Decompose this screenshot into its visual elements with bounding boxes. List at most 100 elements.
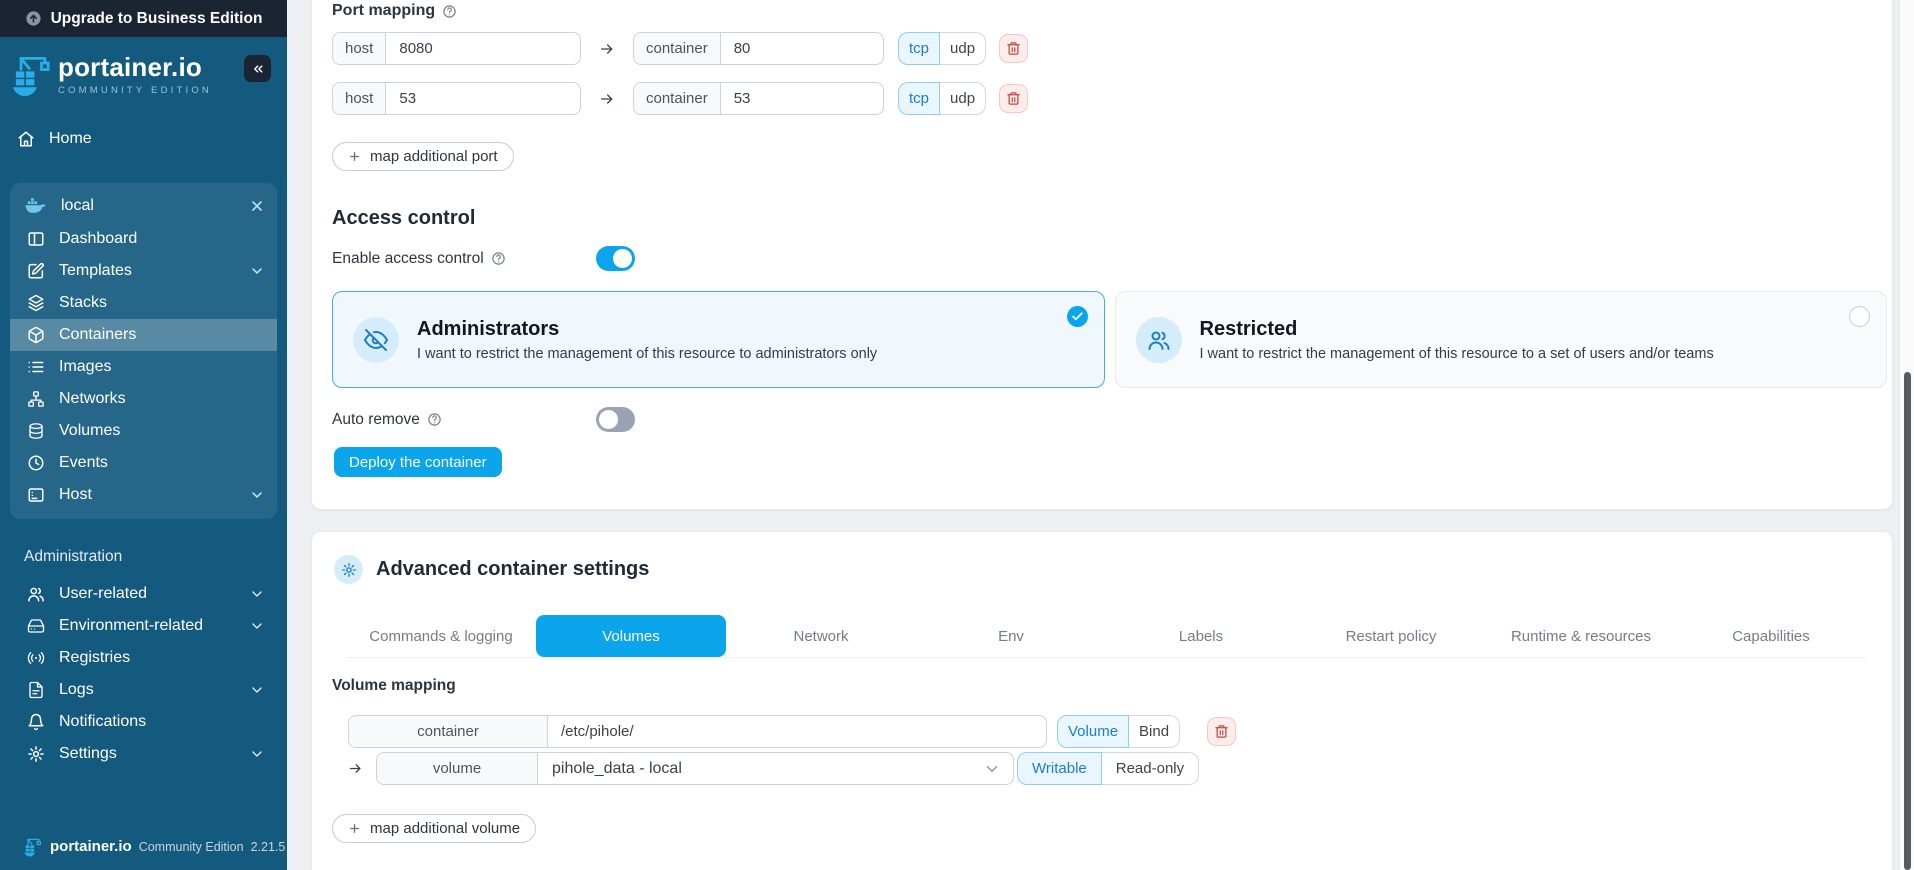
radio-selected-icon[interactable]	[1066, 306, 1088, 327]
chevron-down-icon	[249, 682, 265, 698]
sidebar-item-label: Logs	[59, 681, 94, 698]
auto-remove-label: Auto remove	[332, 410, 420, 428]
help-icon[interactable]	[442, 4, 457, 19]
host-port-input[interactable]: 8080	[399, 40, 433, 57]
port-mapping-row: host 8080 container 80 tcp udp	[332, 32, 1892, 65]
volume-access-writable[interactable]: Writable	[1017, 752, 1102, 785]
remove-port-button[interactable]	[999, 34, 1029, 63]
volume-select-group: volume pihole_data - local	[376, 752, 1014, 785]
sidebar-item-images[interactable]: Images	[10, 351, 277, 383]
tab-commands-logging[interactable]: Commands & logging	[369, 627, 513, 645]
sidebar-item-label: Templates	[59, 262, 132, 279]
sidebar-item-label: User-related	[59, 585, 148, 602]
environment-nav: Dashboard Templates Stacks Containers Images…	[10, 223, 277, 511]
help-icon[interactable]	[491, 251, 506, 266]
volume-type-volume[interactable]: Volume	[1057, 715, 1130, 748]
scrollbar-thumb[interactable]	[1904, 372, 1911, 870]
chevron-down-icon	[249, 618, 265, 634]
volume-select[interactable]: pihole_data - local	[538, 753, 1013, 784]
sidebar-item-label: Host	[59, 486, 92, 503]
containers-icon	[27, 326, 45, 344]
sidebar-item-networks[interactable]: Networks	[10, 383, 277, 415]
sidebar-item-templates[interactable]: Templates	[10, 255, 277, 287]
sidebar-item-label: Volumes	[59, 422, 121, 439]
access-option-restricted[interactable]: Restricted I want to restrict the managem…	[1114, 291, 1887, 388]
radio-unselected-icon[interactable]	[1849, 306, 1870, 327]
tab-env[interactable]: Env	[998, 627, 1024, 645]
scrollbar-track[interactable]	[1899, 0, 1914, 870]
arrow-right-icon	[581, 91, 633, 107]
volume-access-read-only[interactable]: Read-only	[1101, 752, 1200, 785]
sidebar-item-label: Networks	[59, 390, 126, 407]
sidebar-item-notifications[interactable]: Notifications	[10, 706, 277, 738]
sidebar-item-settings[interactable]: Settings	[10, 738, 277, 770]
upgrade-banner[interactable]: Upgrade to Business Edition	[0, 0, 287, 37]
footer-version: 2.21.5	[250, 839, 286, 854]
environment-section: local Dashboard Templates Stacks Containers…	[10, 183, 277, 519]
logo-title: portainer.io	[58, 52, 202, 82]
protocol-udp[interactable]: udp	[940, 32, 987, 65]
remove-volume-button[interactable]	[1207, 717, 1237, 746]
administration-nav: User-related Environment-related Registrie…	[0, 578, 287, 770]
map-additional-volume-button[interactable]: map additional volume	[332, 814, 537, 843]
auto-remove-toggle[interactable]	[596, 407, 635, 432]
trash-icon	[1006, 91, 1021, 106]
sidebar-item-events[interactable]: Events	[10, 447, 277, 479]
host-port-group: host 53	[332, 82, 581, 115]
container-port-group: container 80	[633, 32, 884, 65]
logo-subtitle: COMMUNITY EDITION	[58, 84, 212, 96]
logs-icon	[27, 681, 45, 699]
tab-volumes[interactable]: Volumes	[536, 615, 726, 657]
tab-runtime-resources[interactable]: Runtime & resources	[1510, 627, 1652, 645]
deploy-container-button[interactable]: Deploy the container	[334, 447, 502, 477]
sidebar-item-logs[interactable]: Logs	[10, 674, 277, 706]
volume-type-bind[interactable]: Bind	[1129, 715, 1181, 748]
access-control-options: Administrators I want to restrict the man…	[332, 291, 1887, 388]
tab-capabilities[interactable]: Capabilities	[1732, 627, 1810, 645]
map-additional-port-button[interactable]: map additional port	[332, 142, 514, 171]
sidebar: Upgrade to Business Edition portainer.io…	[0, 0, 287, 870]
enable-access-control-toggle[interactable]	[596, 246, 635, 271]
sidebar-item-registries[interactable]: Registries	[10, 642, 277, 674]
sidebar-item-stacks[interactable]: Stacks	[10, 287, 277, 319]
close-icon[interactable]	[249, 198, 265, 214]
sidebar-item-volumes[interactable]: Volumes	[10, 415, 277, 447]
footer-edition: Community Edition	[138, 839, 244, 854]
environment-header[interactable]: local	[10, 183, 277, 223]
port-mapping-row: host 53 container 53 tcp udp	[332, 82, 1892, 115]
container-port-input[interactable]: 53	[733, 90, 751, 107]
sidebar-item-home[interactable]: Home	[0, 123, 287, 155]
sidebar-collapse-button[interactable]	[244, 55, 271, 82]
sidebar-footer: portainer.io Community Edition 2.21.5	[23, 836, 285, 857]
access-option-administrators[interactable]: Administrators I want to restrict the man…	[332, 291, 1105, 388]
chevron-down-icon	[983, 760, 1001, 778]
protocol-tcp[interactable]: tcp	[898, 82, 941, 115]
protocol-toggle: tcp udp	[898, 82, 987, 115]
sidebar-item-host[interactable]: Host	[10, 479, 277, 511]
protocol-tcp[interactable]: tcp	[898, 32, 941, 65]
sidebar-item-containers[interactable]: Containers	[10, 319, 277, 351]
tab-restart-policy[interactable]: Restart policy	[1345, 627, 1437, 645]
images-icon	[27, 358, 45, 376]
volume-select-value: pihole_data - local	[552, 759, 682, 777]
templates-icon	[27, 262, 45, 280]
sidebar-item-user-related[interactable]: User-related	[10, 578, 277, 610]
help-icon[interactable]	[427, 412, 442, 427]
container-port-input[interactable]: 80	[733, 40, 751, 57]
container-path-group: container /etc/pihole/	[348, 715, 1047, 748]
trash-icon	[1006, 41, 1021, 56]
remove-port-button[interactable]	[999, 84, 1029, 113]
tab-labels[interactable]: Labels	[1178, 627, 1224, 645]
host-port-input[interactable]: 53	[399, 90, 417, 107]
container-path-input[interactable]: /etc/pihole/	[561, 723, 634, 740]
sidebar-item-dashboard[interactable]: Dashboard	[10, 223, 277, 255]
docker-whale-icon	[24, 194, 48, 218]
tab-network[interactable]: Network	[793, 627, 849, 645]
protocol-udp[interactable]: udp	[940, 82, 987, 115]
volume-type-toggle: Volume Bind	[1057, 715, 1181, 748]
container-label: container	[634, 33, 721, 64]
chevron-down-icon	[249, 586, 265, 602]
sidebar-item-environment-related[interactable]: Environment-related	[10, 610, 277, 642]
sidebar-item-label: Containers	[59, 326, 137, 343]
sidebar-item-label: Settings	[59, 745, 117, 762]
